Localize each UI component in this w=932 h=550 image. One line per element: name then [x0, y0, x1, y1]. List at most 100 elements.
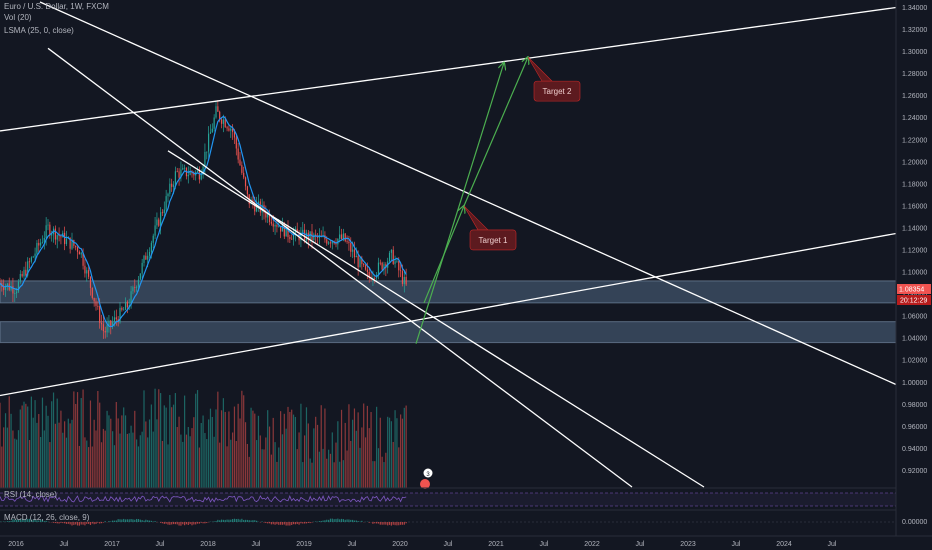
lsma-legend[interactable]: LSMA (25, 0, close) — [4, 26, 74, 35]
volume-bar — [178, 416, 180, 488]
candle — [139, 273, 141, 281]
volume-bar — [117, 418, 119, 488]
candle — [97, 301, 99, 310]
volume-bar — [172, 404, 175, 488]
candle — [134, 279, 136, 293]
trendlines[interactable] — [0, 1, 897, 488]
price-tick: 1.06000 — [902, 314, 927, 321]
target-arrow-3 — [463, 57, 528, 207]
volume-bar — [376, 406, 378, 488]
macd-bar — [56, 522, 58, 524]
time-tick: 2024 — [776, 541, 792, 548]
macd-bar — [292, 522, 295, 525]
trendline-5 — [167, 150, 705, 488]
macd-bar — [222, 519, 224, 522]
macd-bar — [93, 522, 95, 525]
volume-bar — [174, 393, 176, 488]
macd-bar — [174, 522, 176, 525]
volume-bar — [4, 413, 7, 488]
volume-bar — [184, 395, 186, 488]
candle — [344, 232, 346, 243]
macd-legend[interactable]: MACD (12, 26, close, 9) — [4, 513, 90, 522]
candle — [379, 259, 381, 266]
volume-bar — [54, 423, 56, 488]
macd-bar — [36, 520, 38, 522]
volume-bar — [335, 442, 337, 488]
volume-bar — [219, 442, 221, 488]
macd-bar — [95, 522, 97, 524]
volume-bar — [208, 419, 210, 488]
volume-bar — [318, 451, 320, 488]
volume-bar — [267, 410, 269, 488]
macd-bar — [137, 519, 140, 522]
volume-bar — [34, 400, 36, 488]
symbol-legend[interactable]: Euro / U.S. Dollar, 1W, FXCM — [4, 2, 109, 11]
candle — [346, 235, 348, 244]
volume-bar — [51, 401, 53, 488]
macd-bar — [112, 520, 114, 522]
macd-bar — [226, 519, 228, 522]
candle — [368, 267, 370, 283]
volume-bar — [320, 405, 322, 488]
volume-bar — [17, 430, 20, 488]
candle — [17, 279, 20, 294]
macd-bar — [110, 521, 112, 522]
macd-bar — [311, 522, 313, 523]
time-axis[interactable]: 2016 Jul 2017 Jul 2018 Jul 2019 Jul 2020 Jul 2021 J… — [8, 541, 837, 548]
volume-marker[interactable]: 3 — [420, 468, 433, 490]
macd-bar — [350, 519, 352, 522]
macd-bar — [267, 522, 269, 524]
volume-bar — [215, 409, 217, 488]
candle — [80, 251, 82, 258]
rsi-legend[interactable]: RSI (14, close) — [4, 490, 57, 499]
volume-bar — [25, 403, 27, 488]
candle — [329, 239, 332, 248]
volume-bar — [364, 437, 367, 488]
macd-bar — [132, 519, 134, 522]
volume-bar — [313, 428, 315, 488]
macd-bar — [300, 522, 302, 524]
volume-bar — [36, 422, 38, 488]
macd-bar — [337, 518, 339, 522]
volume-bar — [254, 413, 256, 488]
macd-bar — [390, 522, 392, 526]
macd-bar — [280, 522, 282, 525]
volume-legend[interactable]: Vol (20) — [4, 13, 32, 22]
target-annotations[interactable]: Target 1 Target 2 — [463, 56, 581, 251]
volume-bar — [209, 408, 212, 488]
macd-bar — [25, 518, 27, 522]
macd-bar — [185, 522, 188, 525]
macd-bar — [160, 522, 162, 523]
candle — [339, 226, 341, 243]
macd-bar — [167, 522, 169, 525]
target-arrows[interactable] — [415, 57, 528, 344]
candle — [65, 230, 68, 247]
macd-bar — [117, 519, 119, 522]
candle — [309, 231, 311, 244]
volume-bars — [0, 388, 407, 488]
volume-bar — [350, 440, 352, 488]
macd-bar — [89, 522, 92, 525]
volume-bar — [346, 450, 348, 488]
volume-bar — [148, 419, 151, 488]
macd-bar — [14, 519, 16, 522]
macd-bar — [104, 521, 106, 522]
volume-bar — [259, 435, 261, 488]
macd-bar — [283, 522, 285, 525]
volume-bar — [100, 442, 103, 488]
candle — [108, 314, 110, 333]
volume-bar — [396, 418, 398, 488]
macd-bar — [161, 522, 164, 524]
candle — [23, 266, 25, 280]
candle — [124, 297, 127, 311]
macd-bar — [357, 521, 359, 522]
macd-bar — [294, 522, 296, 525]
macd-bar — [352, 519, 354, 522]
volume-bar — [228, 411, 230, 488]
price-tick: 1.02000 — [902, 358, 927, 365]
price-axis[interactable]: 1.34000 1.32000 1.30000 1.28000 1.26000 1.240… — [902, 5, 927, 475]
volume-bar — [252, 410, 254, 488]
macd-bar — [99, 522, 101, 524]
macd-bar — [230, 519, 232, 522]
